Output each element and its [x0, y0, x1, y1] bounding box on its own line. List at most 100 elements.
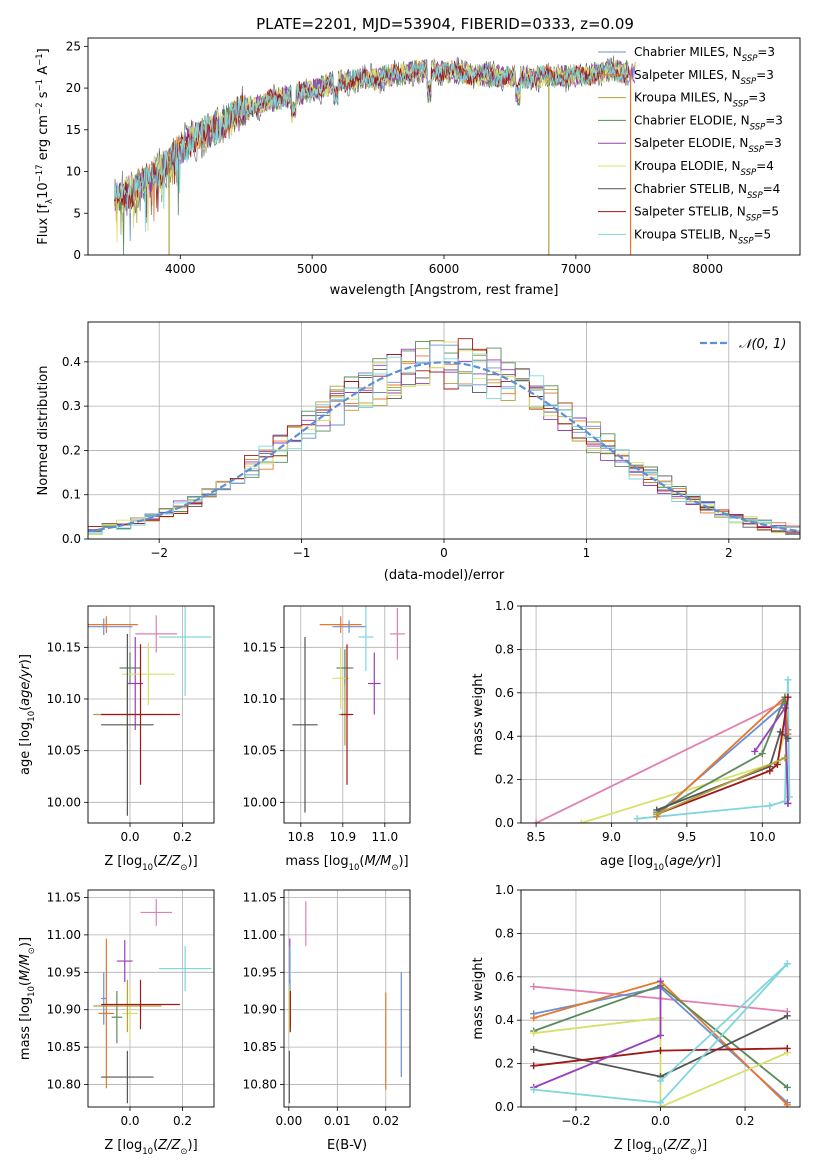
y-tick-label: 11.00 [243, 928, 277, 942]
weight-series-marker [751, 747, 759, 755]
errorbar-point [158, 606, 212, 696]
x-tick-label: 0.01 [324, 1114, 351, 1128]
weight-series-marker [758, 750, 766, 758]
legend-entry-label: Chabrier STELIB, NSSP=4 [634, 182, 780, 201]
weight-series-marker [781, 704, 789, 712]
errorbar-point [116, 940, 133, 983]
x-tick-label: 7000 [561, 262, 592, 276]
legend-entry-label: Chabrier ELODIE, NSSP=3 [634, 113, 783, 132]
errorbar-point [368, 652, 381, 715]
weight-series-marker [657, 1047, 664, 1055]
x-tick-label: −0.2 [561, 1114, 590, 1128]
errorbar-point [122, 987, 138, 1040]
y-tick-label: 10.00 [243, 795, 277, 809]
weight-series-marker [657, 977, 664, 985]
y-tick-label: 10.15 [243, 640, 277, 654]
errorbar-point [135, 615, 178, 653]
x-tick-label: 9.0 [602, 830, 621, 844]
histogram-step-series [88, 340, 800, 538]
x-tick-label: 0.2 [735, 1114, 754, 1128]
weight-vs-Z-ticks: −0.2 0.0 0.2 0.0 0.2 0.4 0.6 0.8 1.0 [495, 883, 755, 1128]
y-tick-label: 0.4 [495, 1013, 514, 1027]
x-tick-label: 0.0 [120, 1114, 139, 1128]
weight-series-marker [766, 802, 774, 810]
legend-entry-label: Kroupa MILES, NSSP=3 [634, 91, 766, 110]
errorbar-point [88, 616, 138, 633]
residuals-y-axis-label: Normed distribution [36, 366, 51, 496]
y-tick-label: 11.05 [47, 890, 81, 904]
age-vs-mass-plot-area [292, 606, 405, 813]
weight-series-marker [530, 983, 538, 991]
errorbar-point [292, 637, 318, 813]
y-tick-label: 10 [66, 165, 81, 179]
spectrum-x-axis-label: wavelength [Angstrom, rest frame] [330, 283, 559, 298]
x-tick-label: 0 [440, 546, 448, 560]
y-tick-label: 0.4 [495, 729, 514, 743]
weight-series-line [656, 757, 786, 816]
y-tick-label: 0.2 [62, 443, 81, 457]
weight-series-marker [530, 1045, 538, 1053]
weight-series [653, 754, 789, 818]
y-tick-label: 10.10 [47, 692, 81, 706]
weight-series-line [535, 700, 786, 823]
normal-reference-curve [88, 361, 800, 533]
age-vs-Z-ticks: 0.0 0.2 10.00 10.05 10.10 10.15 [47, 640, 192, 844]
age-vs-mass-ticks: 10.8 10.9 11.0 10.00 10.05 10.10 10.15 [243, 640, 399, 844]
y-tick-label: 10.85 [243, 1040, 277, 1054]
weight-series-marker [783, 1083, 791, 1091]
age-vs-Z-y-axis-label: age [log10(age/yr)] [18, 654, 37, 775]
legend-entry-label: Salpeter MILES, NSSP=3 [634, 68, 774, 87]
y-tick-label: 0.6 [495, 970, 514, 984]
residuals-axes: −2 −1 0 1 2 0.0 0.1 0.2 0.3 0.4 𝒩(0, 1) (data-model… [36, 321, 801, 583]
weight-vs-Z-axes: −0.2 0.0 0.2 0.0 0.2 0.4 0.6 0.8 1.0 Z [log10(Z/Z… [471, 883, 801, 1157]
weight-series-marker [783, 960, 791, 968]
y-tick-label: 10.90 [243, 1003, 277, 1017]
weight-series-marker [783, 1101, 791, 1107]
y-tick-label: 10.80 [47, 1078, 81, 1092]
errorbar-point [140, 898, 172, 926]
spectrum-legend: Chabrier MILES, NSSP=3 Salpeter MILES, NS… [598, 45, 783, 246]
weight-series-marker [657, 1077, 664, 1085]
weight-series-marker [530, 1086, 538, 1094]
weight-series-line [656, 730, 789, 811]
weight-vs-age-axes: 8.5 9.0 9.5 10.0 0.0 0.2 0.4 0.6 0.8 1.0 age [log1… [471, 599, 801, 873]
x-tick-label: 0.2 [173, 1114, 192, 1128]
y-tick-label: 1.0 [495, 883, 514, 897]
x-tick-label: 0.0 [120, 830, 139, 844]
mass-vs-ebv-frame [283, 889, 411, 1108]
y-tick-label: 10.05 [47, 744, 81, 758]
weight-series-marker [657, 1099, 664, 1107]
weight-series-marker [653, 810, 661, 818]
weight-series-marker [781, 754, 789, 762]
x-tick-label: 10.0 [749, 830, 776, 844]
y-tick-label: 25 [66, 39, 81, 53]
mass-vs-Z-x-axis-label: Z [log10(Z/Z⊙)] [104, 1138, 197, 1157]
errorbar-point [101, 644, 180, 785]
weight-series-marker [633, 815, 641, 823]
mass-vs-Z-ticks: 0.0 0.2 10.80 10.85 10.90 10.95 11.00 11.05 [47, 890, 192, 1128]
x-tick-label: 8.5 [527, 830, 546, 844]
weight-series-line [533, 1016, 788, 1107]
x-tick-label: 10.8 [287, 830, 314, 844]
mass-vs-Z-axes: 0.0 0.2 10.80 10.85 10.90 10.95 11.00 11.05 Z [l… [18, 889, 215, 1157]
y-tick-label: 11.00 [47, 928, 81, 942]
y-tick-label: 10.05 [243, 744, 277, 758]
age-vs-Z-frame [87, 605, 215, 824]
weight-series-marker [530, 1014, 538, 1022]
legend-entry-label: Chabrier MILES, NSSP=3 [634, 45, 775, 64]
weight-series-marker [784, 676, 792, 684]
age-vs-mass-frame [283, 605, 411, 824]
mass-vs-Z-frame [87, 889, 215, 1108]
residuals-plot-area [88, 338, 800, 538]
x-tick-label: 0.2 [173, 830, 192, 844]
weight-vs-Z-y-axis-label: mass weight [471, 957, 486, 1039]
residuals-frame [87, 321, 801, 540]
x-tick-label: 4000 [165, 262, 196, 276]
errorbar-point [98, 938, 115, 1089]
legend-entry-label: 𝒩(0, 1) [739, 337, 786, 352]
weight-vs-age-frame [520, 605, 801, 824]
errorbar-point [101, 972, 107, 1025]
y-tick-label: 0.8 [495, 642, 514, 656]
